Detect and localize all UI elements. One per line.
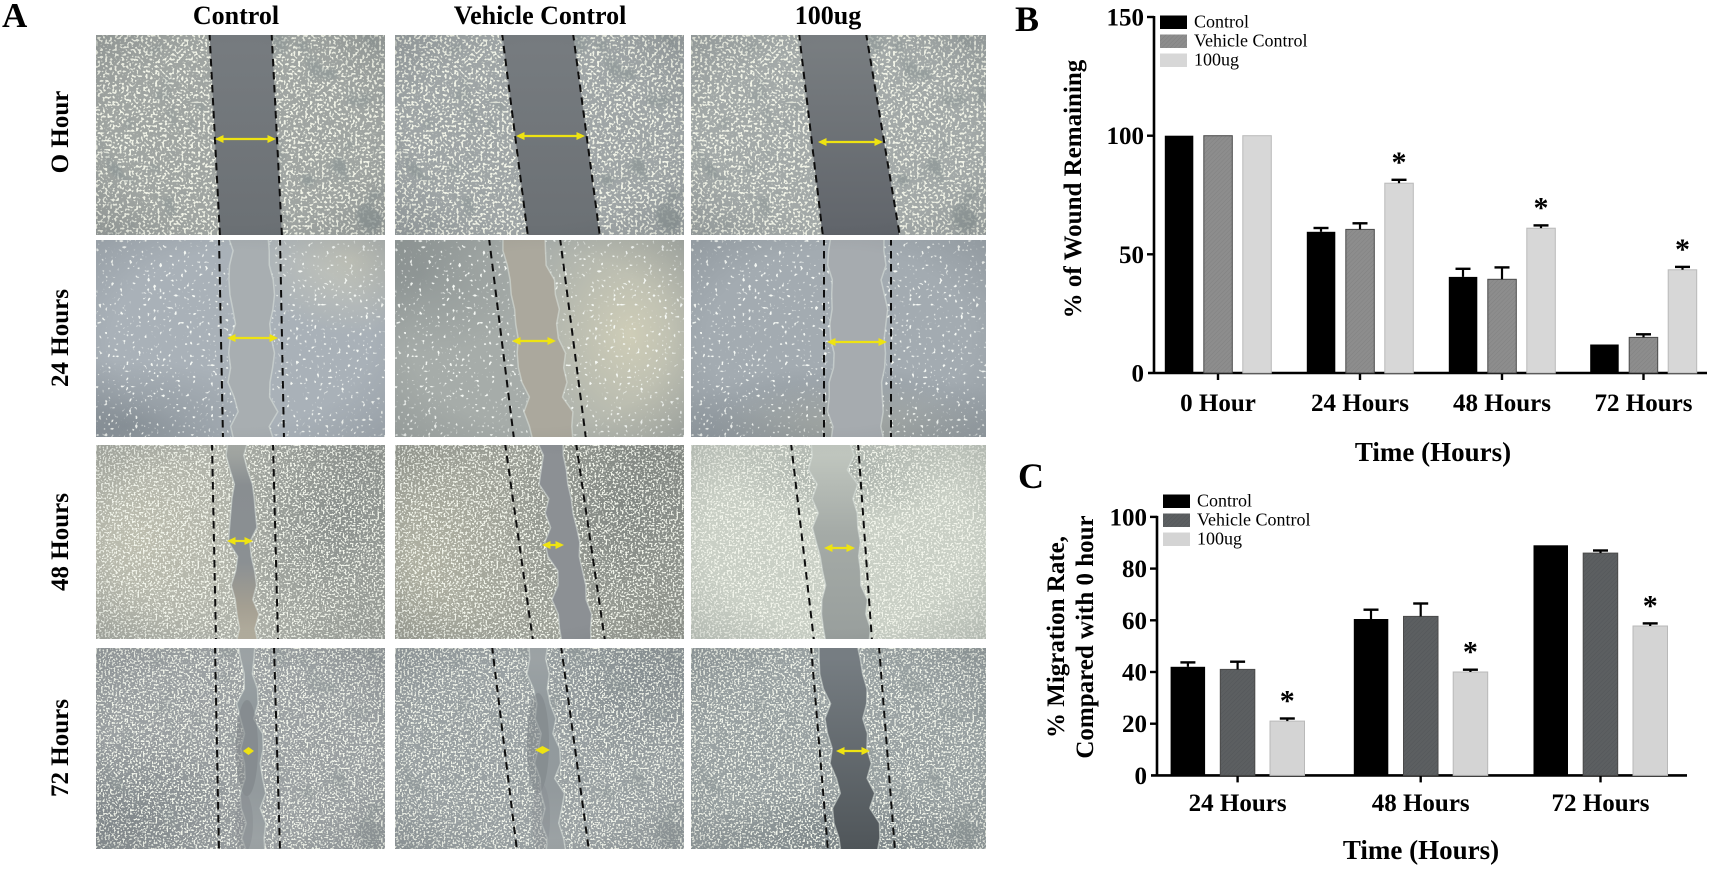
svg-text:A: A xyxy=(2,0,28,35)
svg-text:48 Hours: 48 Hours xyxy=(1453,390,1551,417)
svg-text:72 Hours: 72 Hours xyxy=(1595,390,1693,417)
svg-text:Time (Hours): Time (Hours) xyxy=(1355,437,1511,467)
svg-text:24 Hours: 24 Hours xyxy=(1189,790,1287,817)
svg-text:0: 0 xyxy=(1132,361,1145,388)
svg-text:Control: Control xyxy=(193,1,279,30)
svg-text:Compared with 0 hour: Compared with 0 hour xyxy=(1072,515,1099,758)
svg-text:72 Hours: 72 Hours xyxy=(1552,790,1650,817)
svg-text:24 Hours: 24 Hours xyxy=(47,289,74,387)
svg-text:0: 0 xyxy=(1135,763,1148,790)
svg-text:48 Hours: 48 Hours xyxy=(1372,790,1470,817)
svg-text:Vehicle Control: Vehicle Control xyxy=(454,1,627,30)
svg-text:*: * xyxy=(1534,191,1549,224)
svg-text:Control: Control xyxy=(1194,12,1249,32)
svg-text:48 Hours: 48 Hours xyxy=(47,493,74,591)
svg-text:100ug: 100ug xyxy=(1197,529,1242,549)
svg-text:60: 60 xyxy=(1122,608,1147,635)
svg-text:72 Hours: 72 Hours xyxy=(47,699,74,797)
svg-text:100: 100 xyxy=(1110,504,1148,531)
svg-text:80: 80 xyxy=(1122,556,1147,583)
svg-text:*: * xyxy=(1392,146,1407,179)
svg-text:B: B xyxy=(1015,0,1039,39)
svg-text:*: * xyxy=(1463,636,1478,669)
svg-text:Vehicle Control: Vehicle Control xyxy=(1194,31,1307,51)
svg-text:150: 150 xyxy=(1107,5,1145,32)
svg-text:24 Hours: 24 Hours xyxy=(1311,390,1409,417)
svg-text:100ug: 100ug xyxy=(795,1,861,30)
svg-text:0 Hour: 0 Hour xyxy=(1180,390,1256,417)
svg-text:50: 50 xyxy=(1119,242,1144,269)
svg-text:C: C xyxy=(1018,456,1044,496)
svg-text:*: * xyxy=(1280,685,1295,718)
svg-text:% of Wound Remaining: % of Wound Remaining xyxy=(1060,59,1087,318)
svg-text:Vehicle Control: Vehicle Control xyxy=(1197,510,1310,530)
svg-text:O Hour: O Hour xyxy=(47,91,74,174)
svg-text:40: 40 xyxy=(1122,660,1147,687)
svg-text:*: * xyxy=(1675,233,1690,266)
svg-text:*: * xyxy=(1643,589,1658,622)
svg-text:Time (Hours): Time (Hours) xyxy=(1343,835,1499,865)
svg-text:100: 100 xyxy=(1107,123,1145,150)
svg-text:20: 20 xyxy=(1122,711,1147,738)
svg-text:% Migration Rate,: % Migration Rate, xyxy=(1043,536,1070,738)
svg-text:100ug: 100ug xyxy=(1194,50,1239,70)
svg-text:Control: Control xyxy=(1197,491,1252,511)
